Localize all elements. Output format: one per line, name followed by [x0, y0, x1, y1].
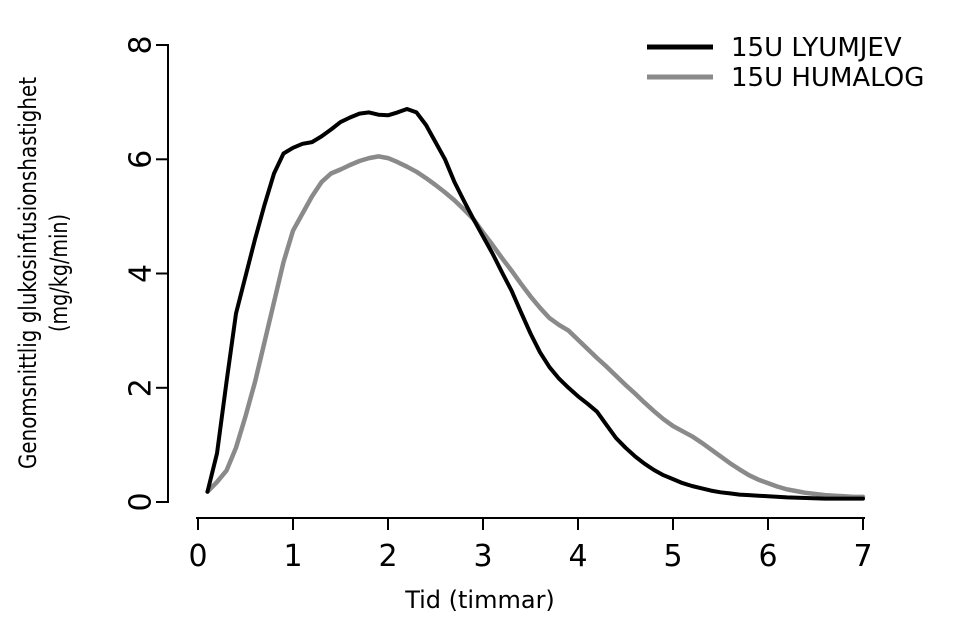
y-axis-title-line2: (mg/kg/min): [45, 214, 73, 332]
x-axis-title: Tid (timmar): [404, 586, 555, 614]
series-line-lyumjev: [205, 107, 865, 501]
x-axis: 0 1 2 3 4 5 6 7: [188, 517, 873, 574]
y-tick-label: 6: [124, 150, 159, 169]
legend-item-lyumjev: 15U LYUMJEV: [647, 33, 902, 63]
series-line-humalog: [205, 154, 866, 500]
legend-item-humalog: 15U HUMALOG: [647, 63, 924, 93]
x-tick-label: 7: [853, 539, 872, 574]
x-tick-label: 5: [663, 539, 682, 574]
y-tick-label: 0: [124, 492, 159, 511]
legend-label-lyumjev: 15U LYUMJEV: [731, 33, 902, 63]
y-axis: 0 2 4 6 8: [124, 35, 169, 512]
x-tick-label: 6: [758, 539, 777, 574]
y-tick-label: 8: [124, 35, 159, 54]
x-axis-ticks: 0 1 2 3 4 5 6 7: [188, 518, 873, 574]
y-axis-ticks: 0 2 4 6 8: [124, 35, 168, 512]
x-tick-label: 0: [188, 539, 207, 574]
x-tick-label: 3: [473, 539, 492, 574]
y-axis-title-line1: Genomsnittlig glukosinfusionshastighet: [14, 77, 42, 469]
y-axis-title: Genomsnittlig glukosinfusionshastighet (…: [14, 77, 73, 469]
x-tick-label: 4: [568, 539, 587, 574]
legend-label-humalog: 15U HUMALOG: [731, 63, 924, 93]
legend: 15U LYUMJEV 15U HUMALOG: [647, 33, 924, 93]
y-tick-label: 4: [124, 264, 159, 283]
series-layer: [205, 107, 866, 501]
y-tick-label: 2: [124, 378, 159, 397]
x-tick-label: 1: [283, 539, 302, 574]
x-tick-label: 2: [378, 539, 397, 574]
